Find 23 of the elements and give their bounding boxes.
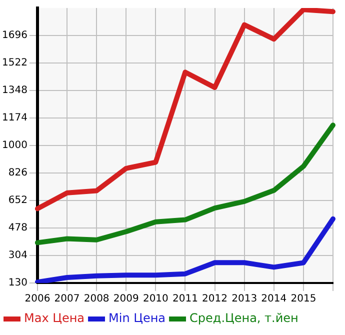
legend-label: Max Цена [24,311,85,326]
x-tick-label: 2014 [261,294,287,305]
x-tick-label: 2013 [232,294,258,305]
y-tick-label: 1000 [2,140,28,152]
y-tick-label: 652 [8,195,28,206]
x-tick-label: 2012 [202,294,228,305]
y-tick-label: 1522 [2,58,28,69]
x-tick-label: 2010 [142,294,168,305]
y-tick-label: 826 [8,168,28,179]
x-tick-label: 2015 [290,294,316,305]
x-tick-label: 2009 [113,294,139,305]
legend-label: Min Цена [108,311,166,326]
y-tick-label: 1174 [2,112,28,124]
y-tick-label: 130 [8,278,28,289]
legend-label: Сред.Цена, т.йен [190,311,298,326]
x-tick-label: 2011 [172,294,198,305]
y-tick-label: 304 [8,250,28,262]
x-tick-label: 2006 [24,294,50,305]
y-tick-label: 478 [8,222,28,234]
y-tick-label: 1696 [2,30,28,42]
x-tick-label: 2008 [84,294,110,305]
x-tick-label: 2007 [54,294,80,305]
y-tick-label: 1348 [2,85,28,96]
